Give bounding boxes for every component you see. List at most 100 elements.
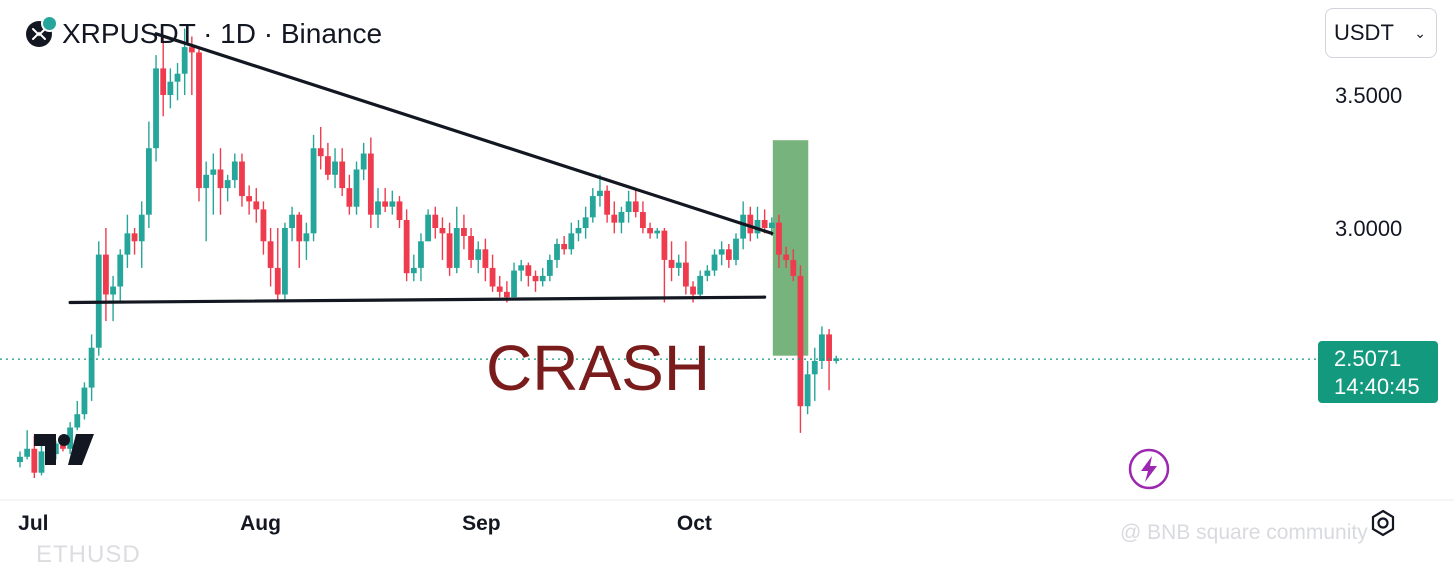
cropped-symbol-label: ETHUSD — [36, 541, 141, 568]
candle-body — [690, 286, 696, 295]
candle-body — [274, 267, 281, 295]
candle-body — [632, 201, 639, 213]
candle-body — [360, 153, 367, 170]
x-tick-label: Jul — [18, 512, 48, 535]
candle-body — [117, 254, 124, 287]
candle-body — [81, 387, 88, 415]
candle-body — [353, 169, 360, 207]
candle-body — [446, 233, 453, 268]
candle-body — [597, 190, 603, 197]
chart-title: XRPUSDT · 1D · Binance — [62, 18, 383, 49]
candle-body — [260, 209, 267, 242]
candle-body — [231, 161, 238, 181]
candle-body — [153, 68, 159, 149]
candle-body — [217, 169, 224, 189]
candle-body — [110, 286, 116, 295]
candle-body — [389, 201, 396, 207]
candle-body — [188, 47, 195, 53]
candle-body — [668, 259, 675, 268]
candle-body — [503, 291, 510, 298]
bar-countdown: 14:40:45 — [1334, 374, 1420, 399]
candle-body — [475, 249, 482, 260]
candle-body — [103, 254, 109, 295]
candle-body — [675, 262, 682, 268]
candle-body — [654, 230, 661, 234]
x-tick-label: Aug — [240, 512, 281, 535]
symbol-header[interactable]: XRPUSDT · 1D · Binance — [26, 14, 382, 54]
y-tick-label: 3.5000 — [1335, 83, 1402, 108]
watermark: @ BNB square community — [1120, 521, 1368, 544]
trendlines — [0, 32, 1318, 360]
candle-body — [282, 228, 288, 295]
candle-body — [511, 270, 517, 298]
candle-body — [210, 169, 217, 175]
candle-body — [382, 201, 389, 207]
candle-body — [489, 267, 496, 287]
candle-body — [375, 201, 381, 215]
candle-body — [289, 214, 295, 228]
candle-body — [439, 228, 446, 234]
candles — [17, 28, 840, 479]
candle-body — [181, 47, 188, 74]
candle-body — [131, 233, 138, 242]
candle-body — [554, 243, 560, 260]
gear-icon[interactable] — [1368, 508, 1398, 538]
candle-body — [167, 81, 174, 95]
candle-body — [453, 228, 460, 268]
tradingview-logo-icon[interactable] — [34, 434, 96, 466]
candle-body — [525, 265, 532, 276]
candle-body — [461, 228, 467, 236]
candle-body — [797, 275, 804, 407]
candle-body — [611, 214, 618, 223]
candle-body — [618, 212, 625, 223]
candle-body — [339, 161, 346, 189]
candle-body — [532, 275, 539, 282]
candle-body — [783, 254, 790, 260]
lightning-icon[interactable] — [1127, 447, 1171, 491]
candle-body — [647, 228, 653, 234]
last-price-value: 2.5071 — [1334, 346, 1402, 371]
candle-body — [747, 214, 754, 234]
candle-body — [826, 334, 832, 361]
candle-body — [482, 249, 489, 268]
candle-body — [725, 249, 732, 260]
candle-body — [496, 286, 503, 292]
candle-body — [296, 214, 303, 242]
currency-select[interactable]: USDT ⌄ — [1325, 8, 1437, 58]
candle-body — [432, 214, 439, 228]
candle-body — [704, 270, 711, 276]
xrp-logo-icon — [26, 15, 58, 47]
candle-body — [17, 456, 23, 463]
candle-body — [160, 68, 167, 95]
candle-body — [332, 161, 338, 175]
candle-body — [568, 233, 575, 250]
candle-body — [582, 217, 589, 228]
candle-body — [518, 265, 525, 271]
candle-body — [324, 156, 331, 175]
last-price-tag: 2.5071 14:40:45 — [1318, 341, 1438, 403]
candle-body — [539, 275, 546, 282]
candle-body — [833, 358, 840, 361]
candle-body — [811, 361, 818, 375]
candle-body — [718, 249, 725, 255]
candle-body — [396, 201, 403, 221]
candle-body — [640, 212, 646, 228]
candle-body — [367, 153, 374, 215]
candle-body — [682, 262, 689, 287]
candle-body — [88, 347, 95, 388]
candle-body — [754, 220, 761, 234]
candle-body — [138, 214, 145, 242]
candle-body — [776, 222, 782, 255]
candle-body — [203, 174, 210, 189]
candle-body — [31, 448, 38, 473]
candle-body — [239, 161, 245, 197]
candle-body — [768, 222, 775, 228]
candle-body — [224, 180, 231, 189]
candle-body — [740, 214, 747, 239]
chevron-down-icon: ⌄ — [1414, 24, 1426, 41]
axes: 3.0000 3.5000 Jul Aug Sep Oct — [18, 83, 1402, 535]
candle-body — [67, 427, 74, 449]
candle-body — [561, 243, 568, 250]
candle-body — [174, 73, 181, 82]
